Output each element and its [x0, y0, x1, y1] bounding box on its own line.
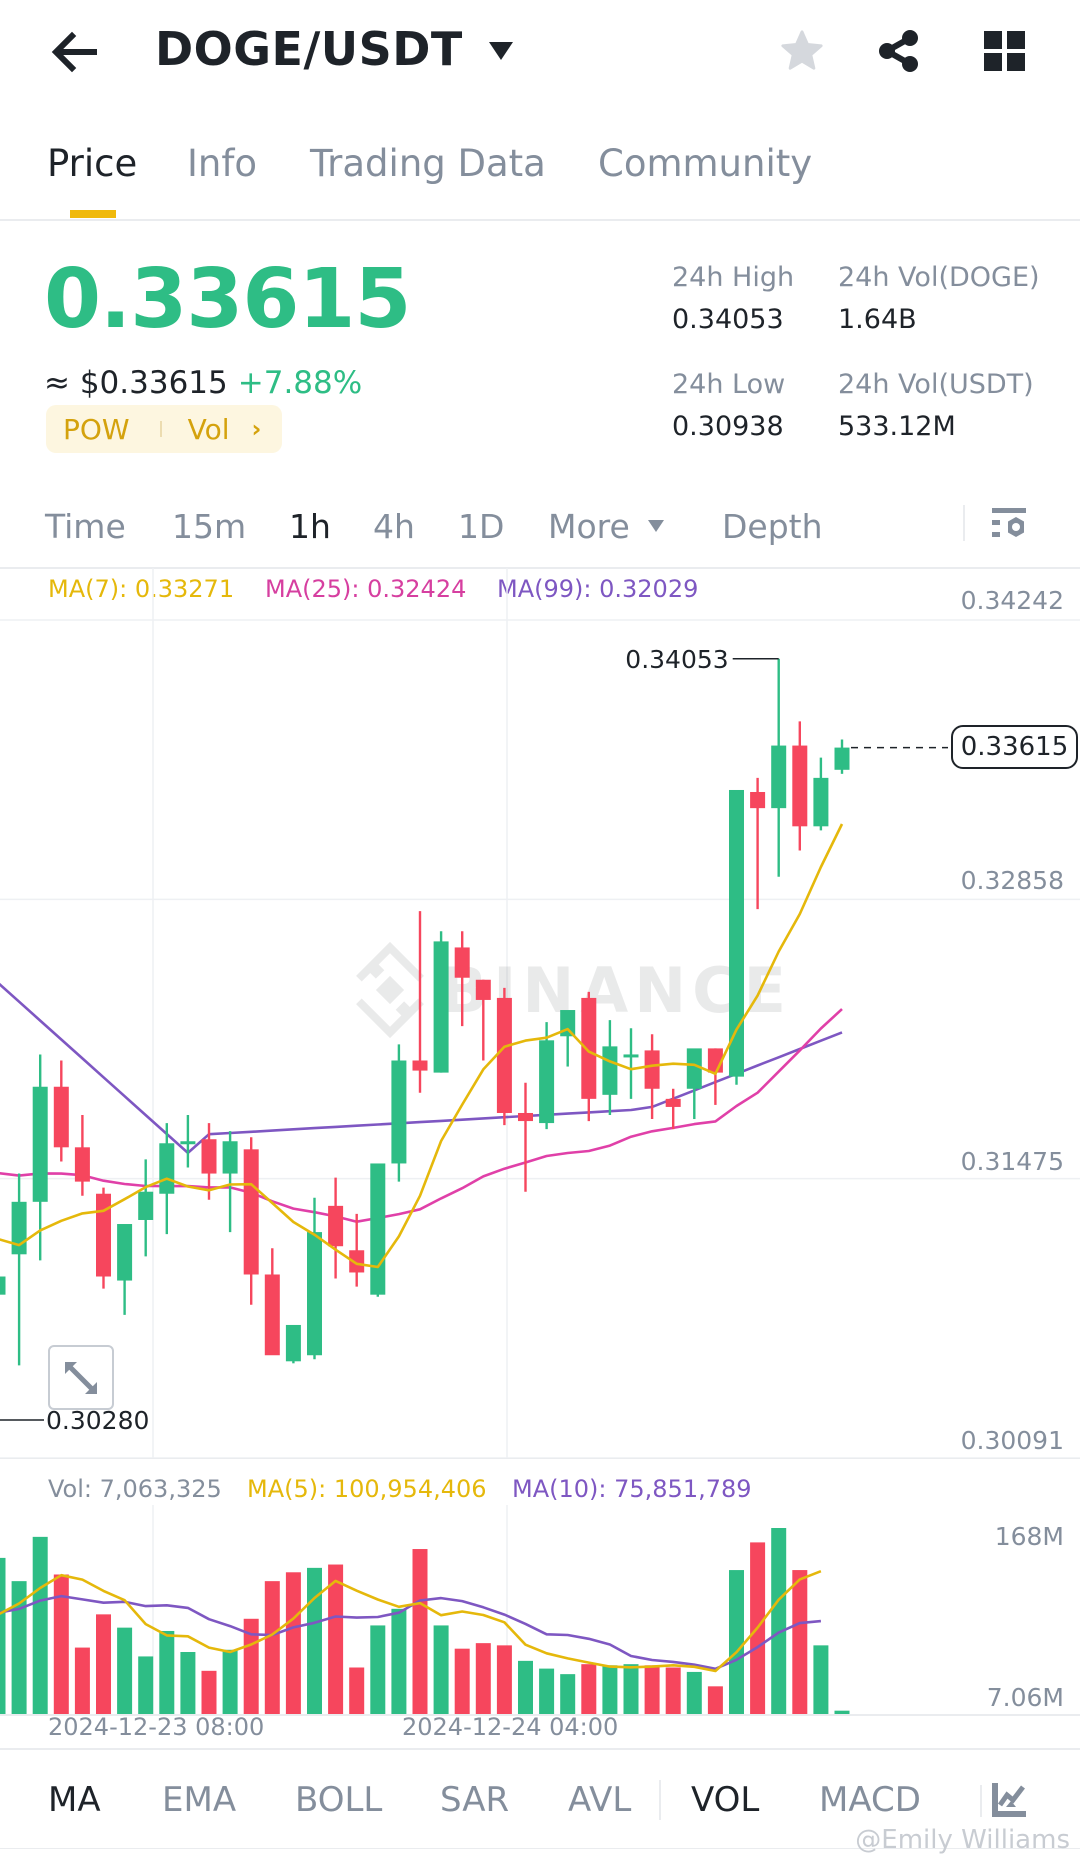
volume-axis-label: 7.06M: [986, 1683, 1064, 1712]
price-axis-label: 0.32858: [960, 866, 1064, 895]
change-percent: +7.88%: [237, 365, 363, 401]
interval-15m[interactable]: 15m: [172, 507, 247, 546]
vol-usdt-label: 24h Vol(USDT): [838, 369, 1034, 400]
vol-ma5-legend: MA(5): 100,954,406: [247, 1475, 487, 1503]
interval-4h[interactable]: 4h: [373, 507, 415, 546]
share-icon[interactable]: [877, 28, 923, 78]
pair-title[interactable]: DOGE/USDT: [155, 22, 463, 76]
svg-text:0.30280: 0.30280: [46, 1406, 149, 1435]
tag-separator: [159, 421, 162, 437]
approx-usd-price: ≈ $0.33615 +7.88%: [44, 365, 362, 401]
vol-doge-value: 1.64B: [838, 304, 917, 335]
interval-time[interactable]: Time: [45, 507, 126, 546]
tab-info[interactable]: Info: [187, 142, 258, 185]
tab-price[interactable]: Price: [47, 142, 138, 185]
indicator-vol[interactable]: VOL: [691, 1780, 760, 1820]
indicator-separator: [980, 1785, 982, 1817]
vol-legend: Vol: 7,063,325: [48, 1475, 222, 1503]
caret-down-icon[interactable]: [487, 40, 515, 66]
indicator-ma[interactable]: MA: [48, 1780, 101, 1820]
indicator-settings-icon[interactable]: [992, 1783, 1026, 1821]
indicator-ema[interactable]: EMA: [162, 1780, 237, 1820]
interval-divider-line: [0, 567, 1080, 569]
high-value: 0.34053: [672, 304, 784, 335]
tag-pow: POW: [63, 412, 130, 446]
interval-divider: [963, 505, 965, 541]
indicator-macd[interactable]: MACD: [819, 1780, 921, 1820]
tab-trading-data[interactable]: Trading Data: [310, 142, 546, 185]
indicator-avl[interactable]: AVL: [568, 1780, 632, 1820]
volume-pane-divider: [0, 1458, 1080, 1459]
bottom-divider: [0, 1848, 1080, 1849]
indicator-bar-divider: [0, 1748, 1080, 1750]
active-tab-indicator: [70, 210, 116, 218]
interval-more[interactable]: More: [548, 507, 666, 546]
last-price: 0.33615: [44, 252, 411, 347]
date-axis-label: 2024-12-24 04:00: [402, 1713, 619, 1741]
vol-doge-label: 24h Vol(DOGE): [838, 262, 1040, 293]
price-axis-label: 0.30091: [960, 1426, 1064, 1455]
current-price-tag: 0.33615: [951, 725, 1078, 769]
tabs-divider: [0, 219, 1080, 221]
low-label: 24h Low: [672, 369, 786, 400]
grid-icon[interactable]: [984, 31, 1026, 75]
back-button[interactable]: [48, 30, 100, 74]
chart-settings-icon[interactable]: [990, 506, 1028, 546]
more-label: More: [548, 507, 630, 546]
interval-1d[interactable]: 1D: [458, 507, 505, 546]
interval-depth[interactable]: Depth: [722, 507, 823, 546]
price-axis-label: 0.31475: [960, 1147, 1064, 1176]
indicator-sar[interactable]: SAR: [440, 1780, 510, 1820]
caret-down-icon: [648, 520, 665, 532]
tag-vol: Vol: [187, 412, 230, 446]
pair-name: DOGE/USDT: [155, 22, 463, 76]
high-label: 24h High: [672, 262, 795, 293]
interval-1h[interactable]: 1h: [289, 507, 331, 546]
ma7-legend: MA(7): 0.33271: [48, 575, 235, 603]
arrow-left-icon: [51, 31, 97, 73]
low-value: 0.30938: [672, 411, 784, 442]
ma25-legend: MA(25): 0.32424: [265, 575, 467, 603]
price-axis-label: 0.34242: [960, 586, 1064, 615]
date-axis-label: 2024-12-23 08:00: [48, 1713, 265, 1741]
tab-community[interactable]: Community: [598, 142, 813, 185]
fullscreen-button[interactable]: [48, 1345, 114, 1410]
star-icon[interactable]: [779, 28, 825, 78]
expand-icon: [65, 1361, 97, 1394]
volume-chart[interactable]: [0, 1505, 1080, 1717]
indicator-separator: [659, 1780, 661, 1820]
indicator-boll[interactable]: BOLL: [295, 1780, 383, 1820]
user-watermark: @Emily Williams: [855, 1825, 1070, 1855]
tag-badge[interactable]: POW Vol ›: [46, 405, 282, 453]
vol-ma10-legend: MA(10): 75,851,789: [512, 1475, 752, 1503]
vol-usdt-value: 533.12M: [838, 411, 956, 442]
chevron-right-icon: ›: [251, 415, 262, 443]
svg-text:0.34053: 0.34053: [625, 645, 728, 674]
volume-axis-label: 168M: [994, 1522, 1064, 1551]
approx-usd-value: ≈ $0.33615: [44, 365, 228, 401]
ma99-legend: MA(99): 0.32029: [497, 575, 699, 603]
